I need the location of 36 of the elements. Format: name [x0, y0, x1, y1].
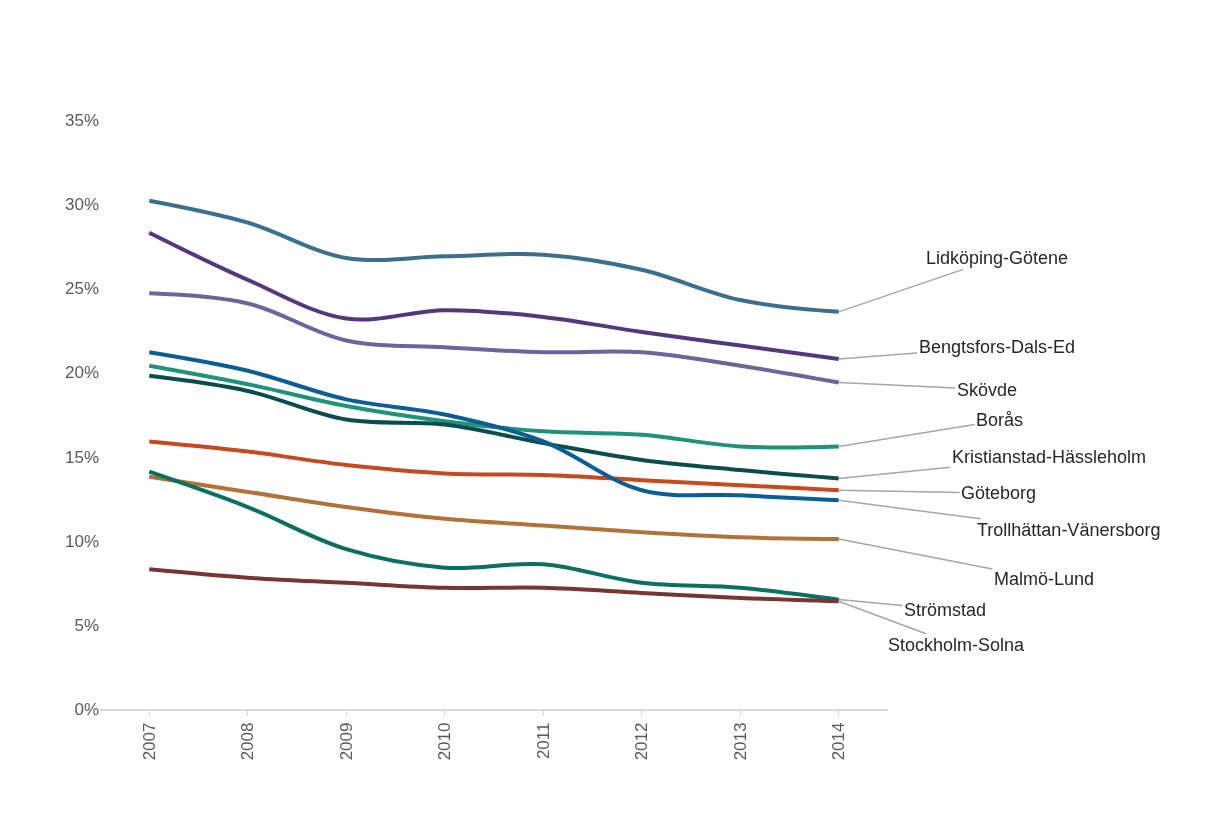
x-tick-label: 2007 [139, 722, 159, 761]
x-tick-label: 2014 [829, 722, 849, 761]
y-tick-label: 15% [64, 447, 99, 467]
line-series [147, 350, 841, 503]
line-series [147, 567, 841, 604]
line-series [147, 373, 841, 481]
text: Göteborg [961, 483, 1037, 503]
y-tick-label: 10% [64, 531, 99, 551]
y-tick-label: 5% [74, 615, 99, 635]
line-series [147, 230, 841, 361]
y-tick-label: 25% [64, 279, 99, 299]
x-tick-label: 2010 [435, 722, 455, 761]
x-tick-label: 2013 [730, 722, 750, 761]
text: Malmö-Lund [994, 569, 1095, 589]
x-tick-label: 2009 [336, 722, 356, 761]
y-tick-label: 35% [64, 110, 99, 130]
x-tick-label: 2008 [238, 722, 258, 761]
text: Stockholm-Solna [888, 635, 1026, 655]
line-series [147, 363, 841, 450]
x-tick-label: 2011 [533, 722, 553, 760]
line-series [147, 469, 841, 602]
text: Bengtsfors-Dals-Ed [919, 337, 1076, 357]
line-series [147, 291, 841, 385]
text: Kristianstad-Hässleholm [952, 447, 1147, 467]
text: Borås [976, 410, 1024, 430]
line-series [147, 439, 841, 493]
text: Skövde [957, 380, 1018, 400]
y-tick-label: 30% [64, 195, 99, 215]
text: Strömstad [904, 600, 987, 620]
text: Trollhättan-Vänersborg [977, 520, 1161, 540]
line-series [147, 474, 841, 542]
y-tick-label: 20% [64, 363, 99, 383]
y-tick-label: 0% [74, 699, 99, 719]
text: Lidköping-Götene [926, 248, 1069, 268]
line-series [147, 198, 841, 314]
x-tick-label: 2012 [632, 722, 652, 761]
